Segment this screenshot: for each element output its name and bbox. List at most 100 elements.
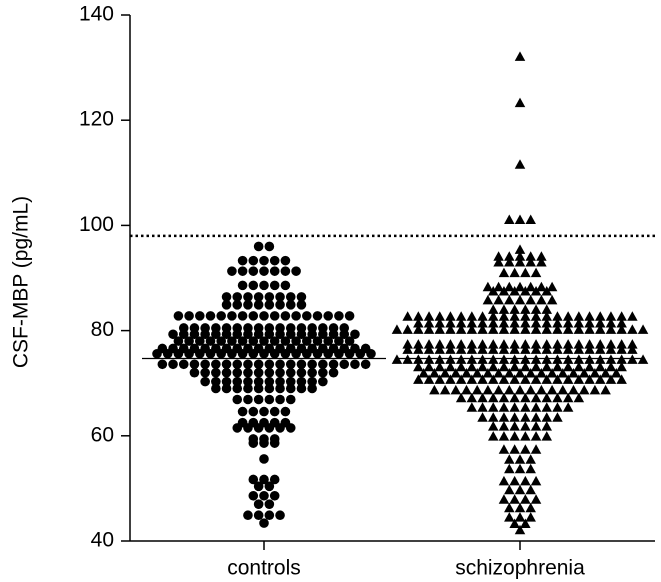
data-point-controls (227, 348, 237, 359)
data-point-controls (318, 359, 328, 370)
data-point-schizophrenia (514, 502, 526, 513)
data-point-schizophrenia (595, 311, 606, 321)
data-point-controls (248, 336, 259, 346)
data-point-schizophrenia (573, 374, 585, 384)
data-point-schizophrenia (488, 402, 499, 412)
data-point-schizophrenia (616, 311, 627, 321)
data-point-controls (253, 499, 264, 509)
data-point-schizophrenia (520, 304, 531, 314)
data-point-controls (275, 376, 285, 387)
data-point-schizophrenia (493, 294, 504, 305)
data-point-schizophrenia (530, 344, 542, 354)
data-point-controls (264, 499, 275, 509)
data-point-controls (221, 367, 232, 378)
data-point-schizophrenia (445, 311, 456, 321)
data-point-controls (350, 329, 360, 340)
data-point-controls (184, 311, 194, 321)
data-point-schizophrenia (466, 318, 478, 328)
data-point-schizophrenia (616, 339, 627, 349)
data-point-schizophrenia (488, 339, 499, 349)
data-point-schizophrenia (525, 512, 536, 522)
data-point-schizophrenia (509, 339, 520, 349)
data-point-controls (339, 329, 350, 340)
data-point-schizophrenia (477, 311, 488, 321)
data-point-controls (334, 348, 344, 359)
data-point-controls (232, 359, 243, 370)
data-point-schizophrenia (562, 392, 574, 403)
data-point-schizophrenia (455, 318, 467, 328)
data-point-schizophrenia (530, 494, 542, 504)
data-point-schizophrenia (520, 412, 531, 422)
data-point-controls (221, 329, 232, 340)
data-point-schizophrenia (402, 324, 413, 334)
data-point-schizophrenia (557, 384, 569, 395)
data-point-controls (296, 383, 307, 394)
data-point-controls (307, 329, 317, 340)
data-point-controls (275, 510, 285, 521)
data-point-controls (307, 376, 317, 387)
data-point-schizophrenia (477, 374, 488, 384)
data-point-schizophrenia (605, 318, 617, 328)
data-point-controls (307, 359, 317, 370)
data-point-schizophrenia (514, 368, 526, 378)
data-point-schizophrenia (402, 311, 413, 321)
data-point-controls (285, 300, 296, 310)
data-point-schizophrenia (573, 344, 585, 354)
data-point-schizophrenia (498, 339, 510, 349)
data-point-schizophrenia (616, 374, 627, 384)
data-point-controls (323, 348, 334, 359)
data-point-schizophrenia (514, 512, 526, 522)
data-point-schizophrenia (546, 368, 558, 378)
data-point-schizophrenia (552, 361, 563, 372)
data-point-controls (291, 266, 301, 276)
data-point-schizophrenia (391, 324, 403, 334)
data-point-controls (259, 474, 269, 485)
data-point-schizophrenia (514, 294, 526, 305)
data-point-controls (184, 336, 194, 346)
data-point-schizophrenia (466, 344, 478, 354)
data-point-schizophrenia (595, 344, 606, 354)
data-point-schizophrenia (471, 368, 483, 378)
data-point-controls (318, 367, 328, 378)
data-point-schizophrenia (423, 318, 435, 328)
data-point-schizophrenia (514, 524, 526, 535)
data-point-schizophrenia (541, 431, 552, 441)
data-point-schizophrenia (541, 285, 552, 296)
data-point-schizophrenia (504, 512, 515, 522)
data-point-schizophrenia (488, 304, 499, 314)
data-point-schizophrenia (514, 281, 526, 292)
data-point-controls (285, 359, 296, 370)
data-point-controls (296, 300, 307, 310)
data-point-controls (269, 406, 280, 417)
data-point-schizophrenia (504, 368, 515, 378)
data-point-schizophrenia (477, 412, 488, 422)
data-point-schizophrenia (562, 361, 574, 372)
data-point-controls (232, 329, 243, 340)
data-point-schizophrenia (434, 339, 445, 349)
data-point-controls (264, 481, 275, 492)
data-point-controls (259, 255, 269, 266)
data-point-schizophrenia (530, 304, 542, 314)
data-point-schizophrenia (541, 318, 552, 328)
data-point-controls (285, 376, 296, 387)
y-axis: 40 60 80 100 120 140 (79, 3, 131, 552)
data-point-controls (253, 481, 264, 492)
data-point-controls (248, 406, 259, 417)
data-point-schizophrenia (605, 311, 617, 321)
data-point-controls (275, 300, 285, 310)
data-point-controls (157, 359, 168, 370)
data-point-controls (264, 292, 275, 302)
y-axis-label: CSF-MBP (pg/mL) (10, 196, 33, 368)
data-point-schizophrenia (562, 402, 574, 412)
data-point-controls (264, 329, 275, 340)
data-point-schizophrenia (482, 294, 494, 305)
data-point-schizophrenia (616, 324, 627, 334)
data-point-schizophrenia (573, 318, 585, 328)
data-point-schizophrenia (445, 374, 456, 384)
data-point-schizophrenia (493, 384, 504, 395)
data-point-schizophrenia (493, 368, 504, 378)
data-point-schizophrenia (552, 402, 563, 412)
data-point-schizophrenia (525, 214, 536, 224)
data-point-schizophrenia (525, 463, 536, 474)
data-point-schizophrenia (627, 344, 638, 354)
